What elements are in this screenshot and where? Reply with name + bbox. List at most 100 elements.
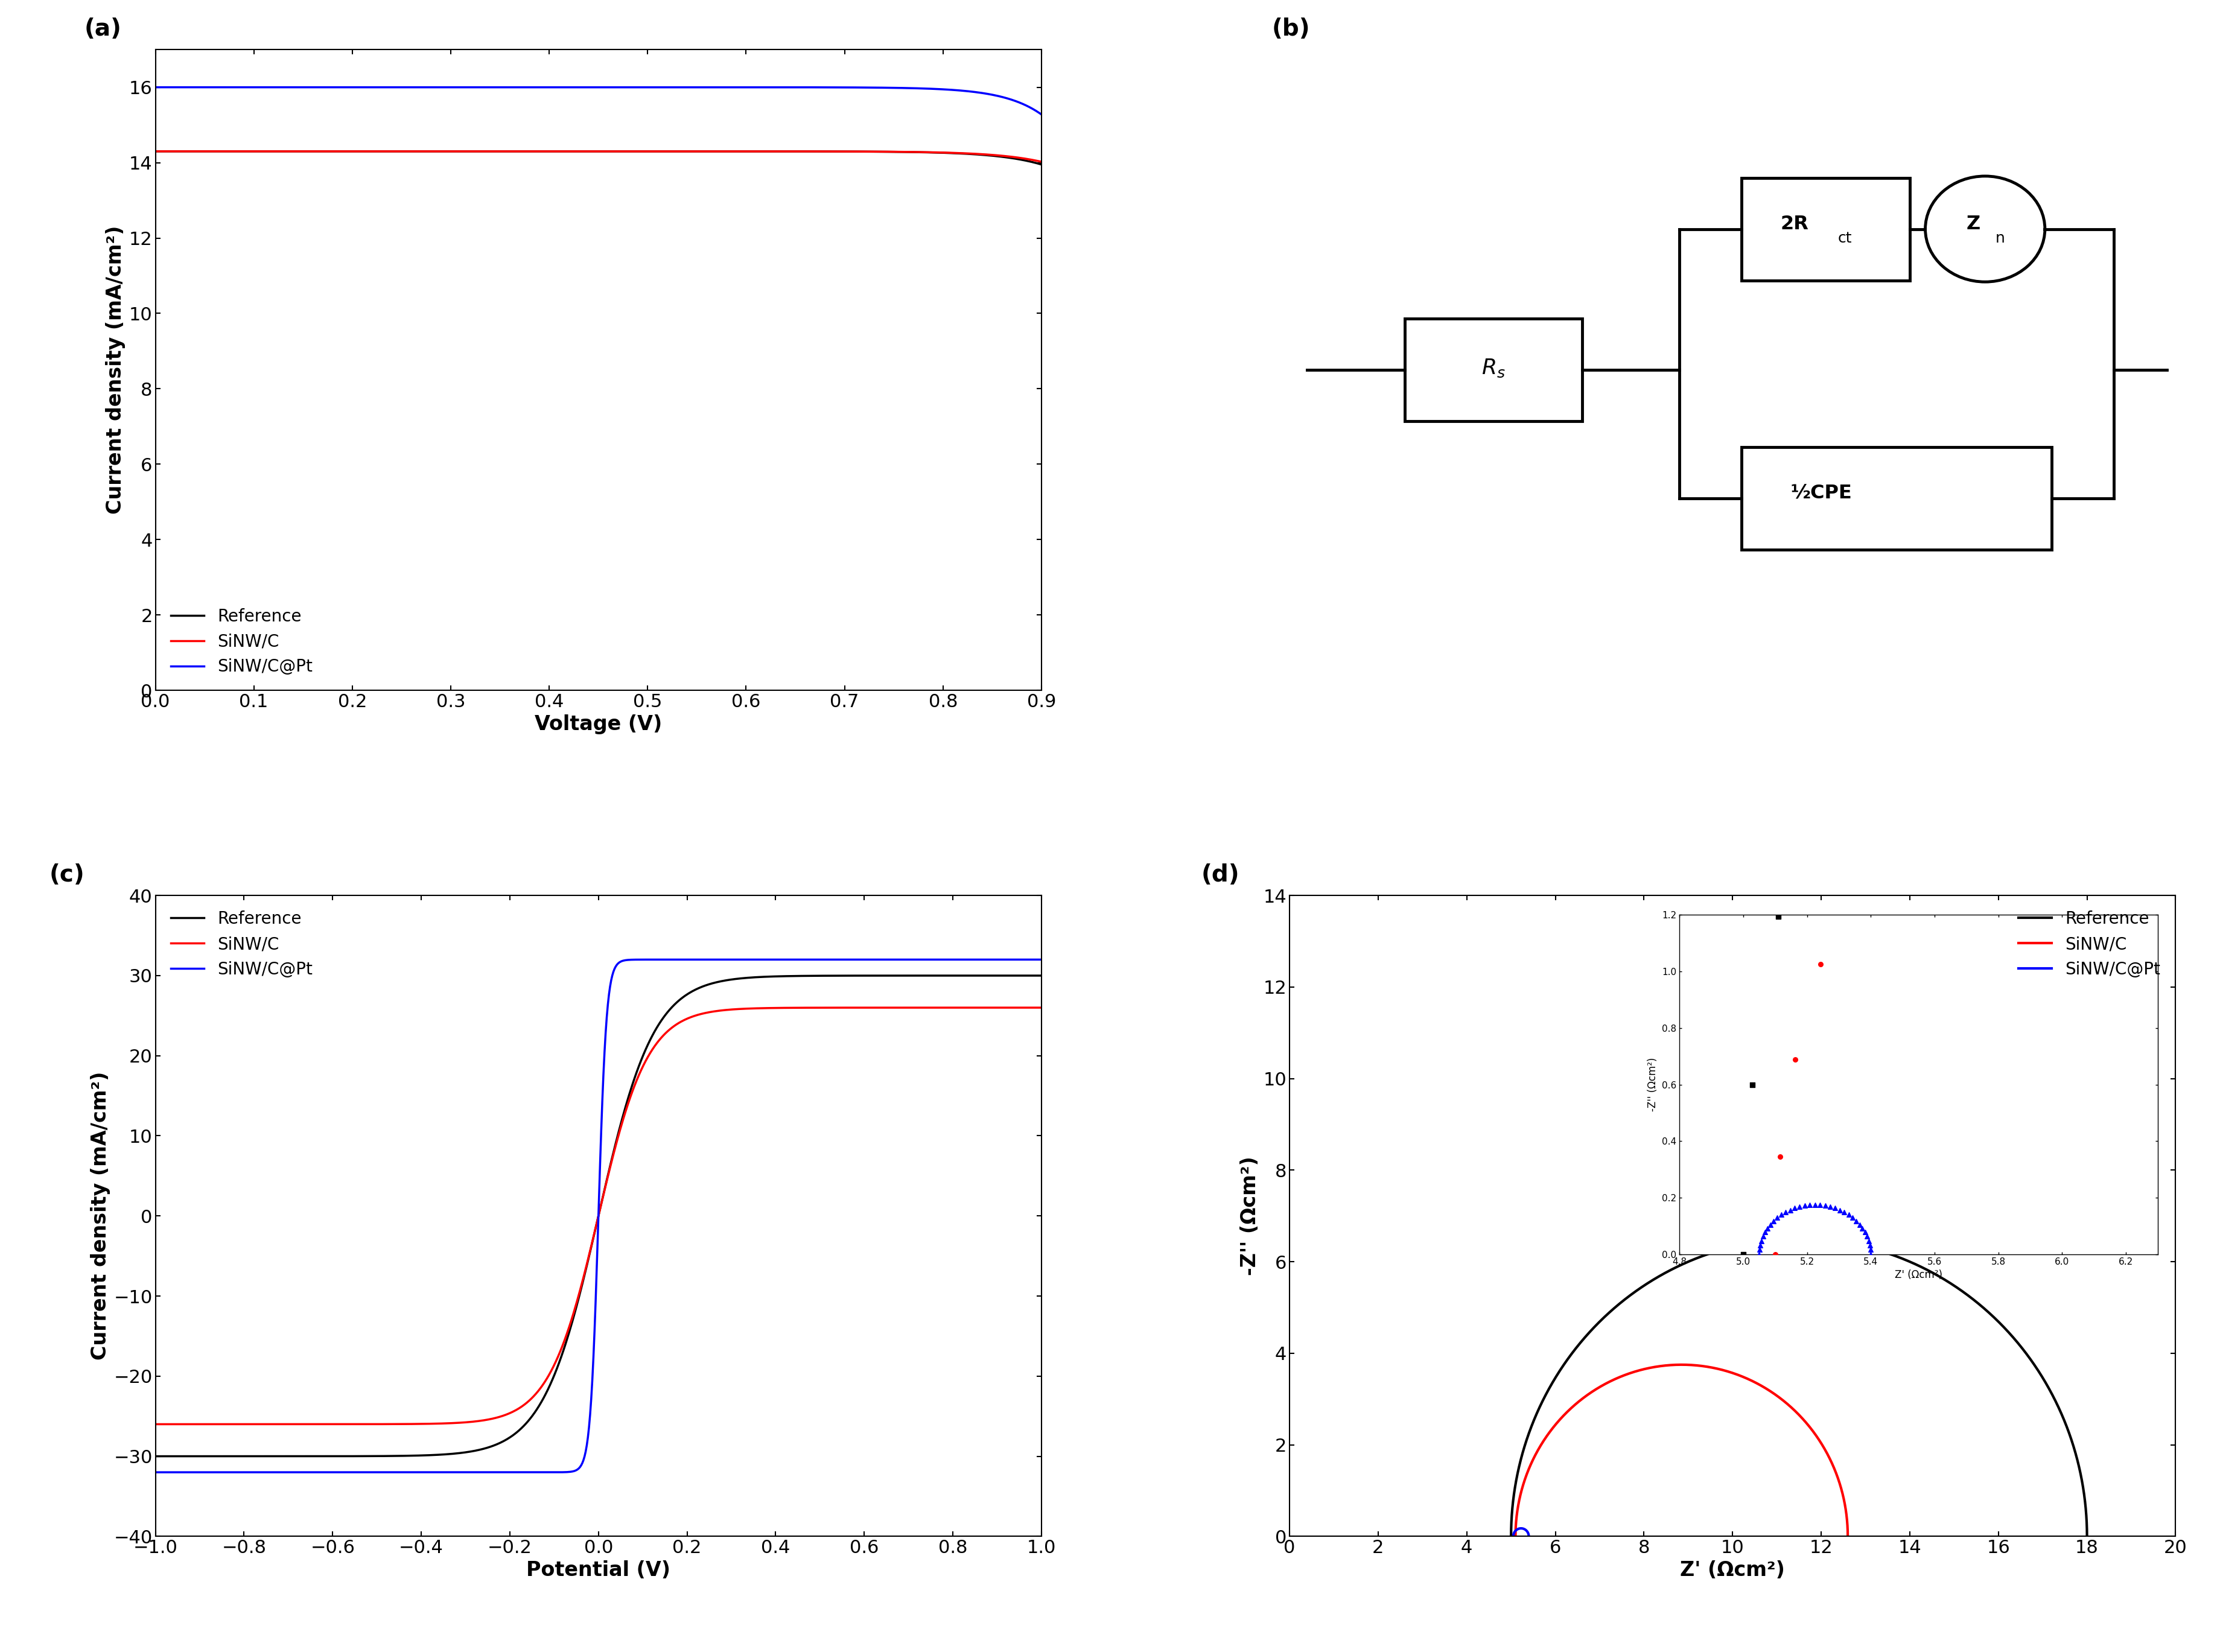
SiNW/C [657,142,684,162]
Reference [815,966,841,986]
Reference [195,1447,222,1467]
SiNW/C [195,142,222,162]
SiNW/C@Pt [1028,104,1054,124]
Text: (d): (d) [1201,864,1239,887]
SiNW/C [1601,1370,1627,1389]
Y-axis label: Current density (mA/cm²): Current density (mA/cm²) [107,226,127,514]
SiNW/C [657,1019,684,1039]
Reference [906,966,932,986]
Text: Z: Z [1967,215,1980,233]
SiNW/C@Pt [1507,1518,1534,1538]
Text: (c): (c) [49,864,84,887]
SiNW/C@Pt [657,950,684,970]
SiNW/C@Pt [1516,1526,1543,1546]
SiNW/C@Pt [815,950,841,970]
X-axis label: Voltage (V): Voltage (V) [535,714,662,733]
Reference [1028,966,1054,986]
SiNW/C [1669,1355,1696,1374]
Line: Reference: Reference [155,152,1041,165]
SiNW/C@Pt [1505,1520,1532,1540]
SiNW/C@Pt [142,1462,169,1482]
SiNW/C@Pt [1503,1520,1530,1540]
Reference [657,142,684,162]
Text: ½CPE: ½CPE [1792,484,1851,502]
Reference [706,142,733,162]
SiNW/C [706,1001,733,1021]
Line: SiNW/C@Pt: SiNW/C@Pt [155,960,1041,1472]
Text: n: n [1996,231,2005,246]
SiNW/C [142,1414,169,1434]
SiNW/C [1723,1365,1749,1384]
SiNW/C@Pt [679,950,706,970]
Bar [1405,319,1583,421]
Y-axis label: Current density (mA/cm²): Current density (mA/cm²) [91,1072,111,1360]
SiNW/C@Pt [195,78,222,97]
SiNW/C@Pt [195,1462,222,1482]
SiNW/C@Pt [906,950,932,970]
SiNW/C@Pt [906,78,932,97]
Reference [1499,1526,1525,1546]
SiNW/C@Pt [1512,1520,1538,1540]
SiNW/C [679,142,706,162]
Reference [1936,1272,1962,1292]
SiNW/C@Pt [1503,1520,1530,1540]
SiNW/C [1561,1396,1587,1416]
X-axis label: Potential (V): Potential (V) [526,1559,670,1579]
Bar [1740,178,1909,281]
Reference [2054,1417,2080,1437]
Y-axis label: -Z'' (Ωcm²): -Z'' (Ωcm²) [1241,1156,1261,1275]
SiNW/C@Pt [706,78,733,97]
SiNW/C [1028,998,1054,1018]
Line: Reference: Reference [1512,1239,2087,1536]
Reference [142,1447,169,1467]
Line: Reference: Reference [155,976,1041,1457]
Text: 2R: 2R [1780,215,1809,233]
Reference [906,142,932,162]
Text: ct: ct [1838,231,1851,246]
SiNW/C@Pt [1501,1526,1527,1546]
SiNW/C [706,142,733,162]
Line: SiNW/C@Pt: SiNW/C@Pt [155,88,1041,114]
SiNW/C [1823,1464,1849,1483]
SiNW/C [1503,1526,1530,1546]
Reference [657,999,684,1019]
Reference [2073,1526,2100,1546]
SiNW/C [1834,1526,1860,1546]
Line: SiNW/C@Pt: SiNW/C@Pt [1514,1528,1530,1536]
SiNW/C@Pt [1028,950,1054,970]
SiNW/C [815,998,841,1018]
SiNW/C@Pt [739,950,766,970]
Bar [1740,448,2051,550]
SiNW/C [1558,1398,1585,1417]
SiNW/C [1754,1379,1780,1399]
Reference [1878,1244,1905,1264]
Reference [1669,1254,1696,1274]
Reference [815,142,841,162]
SiNW/C@Pt [706,950,733,970]
SiNW/C [679,1006,706,1026]
SiNW/C [1028,152,1054,172]
Reference [195,142,222,162]
Reference [1598,1300,1625,1320]
Text: (b): (b) [1272,18,1310,40]
SiNW/C@Pt [1514,1523,1541,1543]
Line: SiNW/C: SiNW/C [1516,1365,1847,1536]
Reference [142,142,169,162]
Text: (a): (a) [84,18,122,40]
Legend: Reference, SiNW/C, SiNW/C@Pt: Reference, SiNW/C, SiNW/C@Pt [164,601,320,682]
Reference [1028,155,1054,175]
Reference [1596,1303,1623,1323]
SiNW/C@Pt [1510,1518,1536,1538]
Legend: Reference, SiNW/C, SiNW/C@Pt: Reference, SiNW/C, SiNW/C@Pt [2011,904,2167,985]
SiNW/C [815,142,841,162]
X-axis label: Z' (Ωcm²): Z' (Ωcm²) [1681,1559,1785,1579]
SiNW/C [906,998,932,1018]
Line: SiNW/C: SiNW/C [155,152,1041,162]
SiNW/C [142,142,169,162]
SiNW/C@Pt [815,78,841,97]
SiNW/C [195,1414,222,1434]
SiNW/C@Pt [657,78,684,97]
Text: $R_s$: $R_s$ [1481,357,1505,378]
Reference [679,981,706,1001]
Reference [1787,1229,1814,1249]
